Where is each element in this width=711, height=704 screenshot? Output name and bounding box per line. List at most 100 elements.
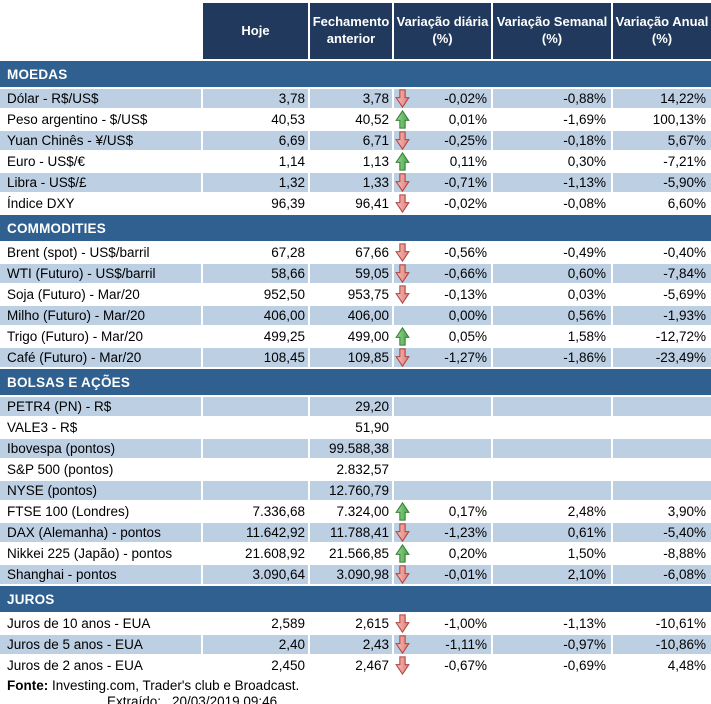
- row-label: Yuan Chinês - ¥/US$: [0, 131, 203, 150]
- weekly-variation-value: [493, 397, 613, 416]
- previous-close-value: 2,467: [310, 656, 394, 675]
- weekly-variation-value: -0,08%: [493, 194, 613, 213]
- previous-close-value: 59,05: [310, 264, 394, 283]
- trend-arrow-slot: [394, 306, 411, 325]
- weekly-variation-value: 1,58%: [493, 327, 613, 346]
- trend-arrow-slot: [394, 173, 411, 192]
- down-arrow-icon: [395, 194, 410, 213]
- daily-variation-value: 0,01%: [448, 112, 487, 127]
- daily-variation-cell: [394, 460, 493, 479]
- daily-variation-value: 0,05%: [448, 329, 487, 344]
- trend-arrow-slot: [394, 348, 411, 367]
- trend-arrow-slot: [394, 397, 411, 416]
- extracted-label: Extraído:: [107, 694, 162, 704]
- annual-variation-value: -10,86%: [613, 635, 711, 654]
- row-label: Café (Futuro) - Mar/20: [0, 348, 203, 367]
- down-arrow-icon: [395, 243, 410, 262]
- weekly-variation-value: -0,88%: [493, 89, 613, 108]
- weekly-variation-value: [493, 481, 613, 500]
- row-label: WTI (Futuro) - US$/barril: [0, 264, 203, 283]
- row-label: Trigo (Futuro) - Mar/20: [0, 327, 203, 346]
- up-arrow-icon: [395, 110, 410, 129]
- daily-variation-value: -0,02%: [444, 91, 487, 106]
- annual-variation-value: -1,93%: [613, 306, 711, 325]
- today-value: 40,53: [203, 110, 310, 129]
- daily-variation-cell: -0,67%: [394, 656, 493, 675]
- annual-variation-value: [613, 439, 711, 458]
- weekly-variation-value: 0,03%: [493, 285, 613, 304]
- table-row: Dólar - R$/US$ 3,78 3,78 -0,02% -0,88% 14,22%: [0, 89, 711, 108]
- weekly-variation-value: -1,13%: [493, 173, 613, 192]
- previous-close-value: 499,00: [310, 327, 394, 346]
- trend-arrow-slot: [394, 110, 411, 129]
- today-value: 499,25: [203, 327, 310, 346]
- table-row: Juros de 2 anos - EUA 2,450 2,467 -0,67% -0,…: [0, 656, 711, 675]
- today-value: 67,28: [203, 243, 310, 262]
- trend-arrow-slot: [394, 152, 411, 171]
- table-row: Yuan Chinês - ¥/US$ 6,69 6,71 -0,25% -0,18% 5…: [0, 131, 711, 150]
- weekly-variation-value: 1,50%: [493, 544, 613, 563]
- weekly-variation-value: -0,69%: [493, 656, 613, 675]
- annual-variation-value: 100,13%: [613, 110, 711, 129]
- trend-arrow-slot: [394, 327, 411, 346]
- annual-variation-value: 14,22%: [613, 89, 711, 108]
- section-header-moedas: MOEDAS: [0, 61, 711, 87]
- today-value: 11.642,92: [203, 523, 310, 542]
- trend-arrow-slot: [394, 656, 411, 675]
- weekly-variation-value: -0,49%: [493, 243, 613, 262]
- daily-variation-cell: -1,23%: [394, 523, 493, 542]
- row-label: Juros de 5 anos - EUA: [0, 635, 203, 654]
- previous-close-value: 40,52: [310, 110, 394, 129]
- weekly-variation-value: [493, 460, 613, 479]
- daily-variation-cell: -0,02%: [394, 89, 493, 108]
- down-arrow-icon: [395, 614, 410, 633]
- previous-close-value: 2,615: [310, 614, 394, 633]
- daily-variation-cell: [394, 439, 493, 458]
- today-value: 1,32: [203, 173, 310, 192]
- source-text: Investing.com, Trader's club e Broadcast…: [52, 678, 300, 693]
- previous-close-value: 12.760,79: [310, 481, 394, 500]
- table-row: Milho (Futuro) - Mar/20 406,00 406,00 0,00%…: [0, 306, 711, 325]
- row-label: DAX (Alemanha) - pontos: [0, 523, 203, 542]
- header-spacer: [0, 3, 203, 59]
- today-value: [203, 460, 310, 479]
- table-row: Juros de 10 anos - EUA 2,589 2,615 -1,00% -1…: [0, 614, 711, 633]
- annual-variation-value: 6,60%: [613, 194, 711, 213]
- daily-variation-value: -0,56%: [444, 245, 487, 260]
- table-header: Hoje Fechamento anterior Variação diária (…: [0, 3, 711, 59]
- up-arrow-icon: [395, 502, 410, 521]
- annual-variation-value: -5,90%: [613, 173, 711, 192]
- table-row: Shanghai - pontos 3.090,64 3.090,98 -0,01% 2…: [0, 565, 711, 584]
- trend-arrow-slot: [394, 418, 411, 437]
- daily-variation-cell: -0,71%: [394, 173, 493, 192]
- trend-arrow-slot: [394, 523, 411, 542]
- row-label: Libra - US$/£: [0, 173, 203, 192]
- weekly-variation-value: 0,30%: [493, 152, 613, 171]
- daily-variation-cell: 0,11%: [394, 152, 493, 171]
- previous-close-value: 2,43: [310, 635, 394, 654]
- previous-close-value: 96,41: [310, 194, 394, 213]
- row-label: S&P 500 (pontos): [0, 460, 203, 479]
- annual-variation-value: -7,21%: [613, 152, 711, 171]
- down-arrow-icon: [395, 89, 410, 108]
- up-arrow-icon: [395, 327, 410, 346]
- trend-arrow-slot: [394, 243, 411, 262]
- table-row: NYSE (pontos) 12.760,79: [0, 481, 711, 500]
- down-arrow-icon: [395, 264, 410, 283]
- row-label: NYSE (pontos): [0, 481, 203, 500]
- annual-variation-value: [613, 481, 711, 500]
- table-row: VALE3 - R$ 51,90: [0, 418, 711, 437]
- daily-variation-value: -0,02%: [444, 196, 487, 211]
- trend-arrow-slot: [394, 614, 411, 633]
- table-row: Euro - US$/€ 1,14 1,13 0,11% 0,30% -7,21%: [0, 152, 711, 171]
- daily-variation-cell: -0,25%: [394, 131, 493, 150]
- weekly-variation-value: 0,61%: [493, 523, 613, 542]
- today-value: 108,45: [203, 348, 310, 367]
- daily-variation-cell: -1,27%: [394, 348, 493, 367]
- weekly-variation-value: 0,60%: [493, 264, 613, 283]
- weekly-variation-value: -1,86%: [493, 348, 613, 367]
- daily-variation-cell: 0,05%: [394, 327, 493, 346]
- section-header-juros: JUROS: [0, 586, 711, 612]
- table-row: Trigo (Futuro) - Mar/20 499,25 499,00 0,05%…: [0, 327, 711, 346]
- row-label: Euro - US$/€: [0, 152, 203, 171]
